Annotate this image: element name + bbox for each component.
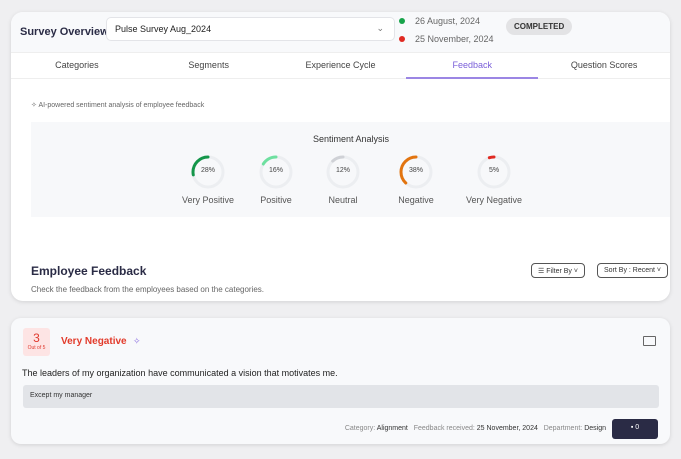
ring-arc (259, 155, 293, 189)
question-text: The leaders of my organization have comm… (22, 368, 338, 378)
ring-percent: 16% (268, 167, 283, 174)
score-out-of: Out of 5 (27, 345, 46, 351)
start-date: 26 August, 2024 (415, 16, 481, 26)
sentiment-label: Very Negative (61, 336, 127, 347)
end-dot-icon (399, 36, 405, 42)
department-label: Department: (543, 425, 583, 432)
chevron-down-icon: ⌄ (376, 23, 384, 33)
tab-categories[interactable]: Categories (55, 60, 99, 70)
ring-chart (399, 155, 433, 189)
ai-note-text: AI-powered sentiment analysis of employe… (38, 102, 205, 109)
filter-icon: ☰ (538, 268, 547, 275)
department-value: Design (584, 425, 606, 432)
end-date: 25 November, 2024 (415, 34, 494, 44)
ring-arc (399, 155, 433, 189)
ring-chart (477, 155, 511, 189)
ring-arc (326, 155, 360, 189)
filter-label: Filter By (546, 268, 572, 275)
sentiment-title: Sentiment Analysis (313, 134, 390, 144)
feedback-item: 3 Out of 5 Very Negative ✧ The leaders of… (11, 318, 670, 444)
ring-label: Negative (398, 195, 434, 205)
score-value: 3 (33, 331, 40, 345)
ring-label: Very Negative (465, 195, 523, 205)
received-label: Feedback received: (413, 425, 475, 432)
filter-button[interactable]: ☰ Filter By ˅ (531, 263, 585, 278)
score-badge: 3 Out of 5 (23, 328, 50, 356)
ring-percent: 28% (200, 167, 215, 174)
start-dot-icon (399, 18, 405, 24)
category-value: Alignment (376, 425, 408, 432)
tab-feedback[interactable]: Feedback (406, 53, 538, 79)
mail-icon[interactable] (643, 336, 656, 346)
page-title: Survey Overview (20, 26, 109, 38)
comments-button[interactable]: ▪ 0 (612, 419, 658, 439)
tab-segments[interactable]: Segments (188, 60, 229, 70)
status-badge: COMPLETED (506, 18, 573, 35)
employee-feedback-title: Employee Feedback (31, 264, 147, 278)
sentiment-ring-negative: 38% Negative (376, 154, 456, 205)
sparkle-icon: ✧ (133, 336, 141, 346)
ring-chart (259, 155, 293, 189)
sentiment-ring-neutral: 12% Neutral (303, 154, 383, 205)
comment-icon: ▪ (630, 424, 636, 431)
comments-count: 0 (635, 424, 640, 431)
sentiment-ring-positive: 16% Positive (236, 154, 316, 205)
ring-percent: 5% (488, 167, 500, 174)
tab-bar: Categories Segments Experience Cycle Fee… (11, 52, 670, 79)
ring-arc (191, 155, 225, 189)
employee-feedback-subtitle: Check the feedback from the employees ba… (31, 285, 265, 294)
ring-chart (191, 155, 225, 189)
feedback-meta: Category: Alignment Feedback received: 2… (345, 425, 606, 432)
ai-note: ✧ AI-powered sentiment analysis of emplo… (31, 101, 204, 109)
ring-percent: 38% (408, 167, 423, 174)
ring-label: Neutral (328, 195, 358, 205)
sentiment-analysis: Sentiment Analysis 28% Very Positive 16% Po… (31, 122, 670, 217)
ring-arc (477, 155, 511, 189)
survey-dates: 26 August, 2024 25 November, 2024 (399, 12, 494, 48)
ring-percent: 12% (335, 167, 350, 174)
ring-label: Positive (260, 195, 292, 205)
sentiment-ring-very-positive: 28% Very Positive (168, 154, 248, 205)
ring-chart (326, 155, 360, 189)
ring-label: Very Positive (181, 195, 235, 205)
sort-label: Sort By : Recent (604, 267, 655, 274)
sparkle-icon: ✧ (31, 102, 39, 109)
header: Survey Overview Pulse Survey Aug_2024 ⌄ 2… (11, 12, 670, 52)
sentiment-ring-very-negative: 5% Very Negative (454, 154, 534, 205)
survey-overview-card: Survey Overview Pulse Survey Aug_2024 ⌄ 2… (11, 12, 670, 301)
sort-button[interactable]: Sort By : Recent ˅ (597, 263, 669, 278)
survey-select[interactable]: Pulse Survey Aug_2024 ⌄ (106, 17, 395, 41)
category-label: Category: (344, 425, 376, 432)
tab-experience-cycle[interactable]: Experience Cycle (305, 60, 376, 70)
tab-question-scores[interactable]: Question Scores (570, 60, 638, 70)
answer-text: Except my manager (23, 385, 659, 408)
received-value: 25 November, 2024 (476, 425, 538, 432)
survey-select-value: Pulse Survey Aug_2024 (115, 24, 212, 34)
